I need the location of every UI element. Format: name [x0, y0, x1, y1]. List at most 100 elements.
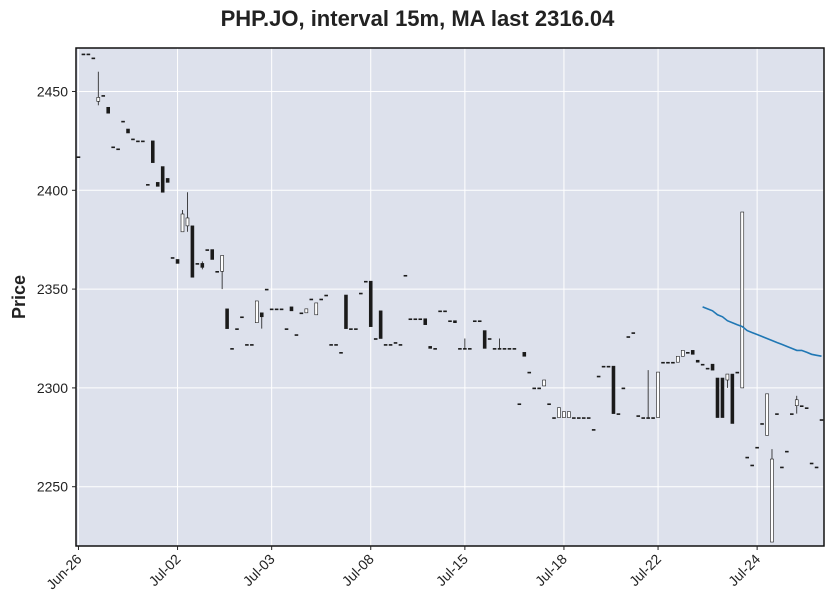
candle [131, 138, 135, 141]
candle [235, 328, 239, 330]
candle [150, 140, 155, 163]
candle-body [725, 373, 730, 381]
candle [418, 318, 423, 321]
candle-body [740, 211, 745, 389]
candle-body [631, 332, 636, 334]
candle-body [205, 249, 210, 251]
candle [636, 415, 641, 417]
candle-body [646, 417, 650, 419]
candle [581, 417, 586, 419]
candle [477, 320, 482, 323]
candle [155, 182, 160, 187]
candle-body [666, 361, 670, 364]
candle [393, 342, 398, 344]
candle-body [676, 355, 680, 363]
candle [423, 318, 428, 325]
moving-average [702, 306, 822, 357]
candle-body [319, 298, 323, 301]
candle-body [81, 53, 86, 56]
candle-body [804, 407, 809, 409]
candle [255, 300, 259, 323]
plot-background [76, 48, 824, 546]
candle-body [780, 466, 784, 469]
candle-body [106, 106, 110, 114]
candle [443, 310, 447, 313]
candle-body [572, 417, 576, 419]
candle-body [230, 348, 234, 350]
candle [794, 395, 799, 414]
candle-body [775, 413, 779, 415]
candle-body [150, 140, 155, 163]
candle [289, 306, 294, 312]
candle-body [710, 363, 715, 371]
candle-body [180, 213, 185, 233]
candle [745, 456, 750, 459]
candle [230, 348, 234, 350]
candle [765, 393, 769, 436]
x-tick-label: Jul-15 [433, 551, 471, 589]
candle [785, 450, 789, 453]
x-tick-label: Jul-02 [145, 551, 183, 589]
candle-body [651, 417, 655, 419]
candle [621, 387, 626, 390]
candle [487, 338, 492, 340]
candle-body [785, 450, 789, 453]
candle-body [487, 338, 492, 340]
candle-body [76, 156, 81, 158]
candle-body [760, 423, 764, 425]
y-tick-label: 2450 [37, 83, 68, 99]
candle [91, 57, 96, 60]
candle-body [755, 446, 759, 449]
candle-body [453, 320, 457, 323]
candle-body [606, 365, 611, 368]
candle [681, 350, 685, 357]
candle [388, 344, 393, 346]
candle-body [403, 274, 408, 277]
x-tick-label: Jul-03 [240, 551, 278, 589]
candle-body [160, 166, 165, 193]
ma-line [702, 306, 822, 357]
candle [537, 387, 541, 390]
candle [304, 308, 309, 314]
candle-body [324, 294, 328, 297]
candles [76, 53, 824, 543]
candle [354, 328, 358, 330]
candle-body [577, 417, 581, 419]
candle [274, 308, 279, 311]
candle [299, 312, 304, 315]
candle [512, 348, 517, 350]
candle [552, 417, 556, 419]
candle-body [547, 403, 551, 406]
candle [532, 387, 536, 390]
candle-body [136, 140, 140, 143]
candle [413, 318, 418, 321]
candle-body [819, 419, 824, 421]
candle-body [636, 415, 641, 417]
candle-body [522, 352, 527, 357]
candle [111, 146, 115, 149]
candle [76, 156, 81, 158]
candle-body [175, 259, 180, 264]
candle-body [517, 403, 522, 406]
candle-body [101, 95, 106, 97]
candle [215, 271, 219, 273]
candle [804, 407, 809, 409]
candle-body [284, 328, 289, 330]
candle-body [567, 411, 571, 418]
candle [195, 263, 200, 265]
candle-body [750, 464, 754, 467]
candle-body [626, 336, 631, 338]
candle-body [413, 318, 418, 321]
candle-body [141, 140, 145, 143]
candle [591, 429, 596, 431]
candle-body [235, 328, 239, 330]
candle [170, 257, 175, 259]
candle-body [715, 377, 720, 418]
candle-body [215, 271, 219, 273]
candle [448, 320, 452, 323]
candle [626, 336, 631, 338]
candle [631, 332, 636, 334]
candle-body [339, 352, 343, 354]
candle-body [245, 344, 249, 346]
candle-body [220, 255, 224, 272]
